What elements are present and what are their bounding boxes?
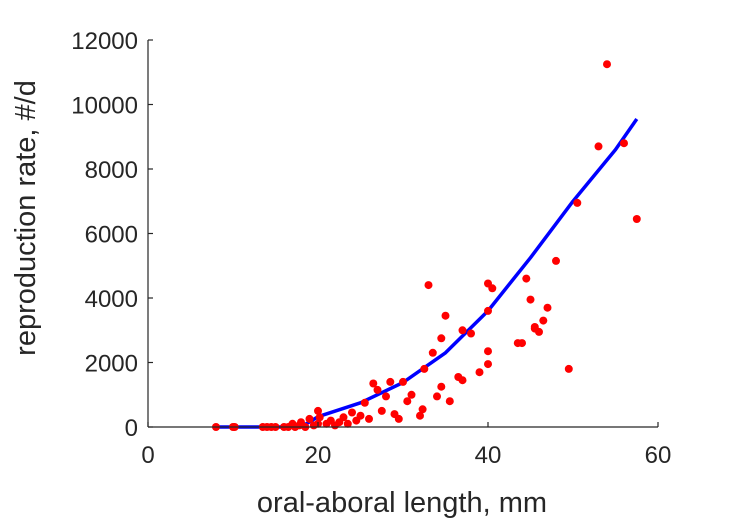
data-point — [458, 376, 467, 385]
y-tick-label: 12000 — [71, 28, 138, 55]
y-tick-label: 10000 — [71, 93, 138, 120]
tick-labels-layer: 0 20 40 60 0 2000 4000 6000 8000 10000 12000 — [71, 28, 671, 469]
data-point — [315, 413, 324, 422]
data-point — [428, 348, 437, 357]
axes-layer — [147, 39, 659, 428]
data-point — [573, 198, 582, 207]
data-point — [594, 142, 603, 151]
data-point — [407, 390, 416, 399]
data-point — [458, 326, 467, 335]
data-point — [467, 329, 475, 338]
data-point — [437, 382, 446, 391]
data-point — [365, 414, 373, 423]
data-point — [632, 215, 641, 223]
x-tick-label: 40 — [475, 442, 502, 469]
data-point — [382, 392, 390, 401]
y-tick-label: 2000 — [85, 351, 138, 378]
data-point — [420, 364, 429, 373]
data-point — [377, 406, 386, 415]
x-axis-title: oral-aboral length, mm — [257, 487, 547, 519]
data-point — [416, 411, 424, 420]
y-tick-label: 0 — [125, 415, 138, 442]
data-point — [418, 405, 427, 414]
data-point — [552, 256, 560, 265]
data-point — [543, 303, 552, 312]
data-point — [437, 334, 446, 343]
data-point — [394, 414, 403, 423]
data-point — [522, 274, 531, 283]
data-point — [424, 281, 433, 290]
data-point — [535, 327, 543, 336]
data-point — [373, 385, 382, 394]
data-point — [518, 339, 526, 348]
data-point — [403, 397, 412, 406]
y-tick-label: 8000 — [85, 157, 138, 184]
data-point — [603, 60, 611, 69]
data-point — [360, 398, 369, 407]
data-points-layer — [212, 60, 641, 431]
data-point — [484, 360, 492, 369]
y-axis-title: reproduction rate, #/d — [10, 80, 42, 356]
x-tick-label: 20 — [305, 442, 332, 469]
y-tick-label: 4000 — [85, 286, 138, 313]
data-point — [386, 377, 395, 386]
x-tick-label: 0 — [141, 442, 154, 469]
data-point — [484, 347, 492, 356]
data-point — [564, 364, 573, 373]
data-point — [433, 392, 441, 401]
data-point — [339, 413, 348, 422]
data-point — [445, 397, 454, 406]
data-point — [399, 377, 407, 386]
fit-curve-layer — [216, 118, 639, 429]
data-point — [526, 295, 535, 304]
data-point — [475, 368, 484, 377]
data-point — [356, 411, 365, 420]
data-point — [441, 311, 450, 320]
data-point — [348, 408, 356, 417]
data-point — [539, 316, 548, 325]
data-point — [369, 379, 378, 388]
x-tick-label: 60 — [645, 442, 672, 469]
data-point — [488, 284, 497, 293]
data-point — [305, 414, 314, 423]
data-point — [620, 139, 628, 148]
y-tick-label: 6000 — [85, 222, 138, 249]
data-point — [343, 419, 352, 428]
data-point — [484, 306, 492, 315]
fit-curve — [216, 118, 639, 429]
data-point — [314, 406, 322, 415]
